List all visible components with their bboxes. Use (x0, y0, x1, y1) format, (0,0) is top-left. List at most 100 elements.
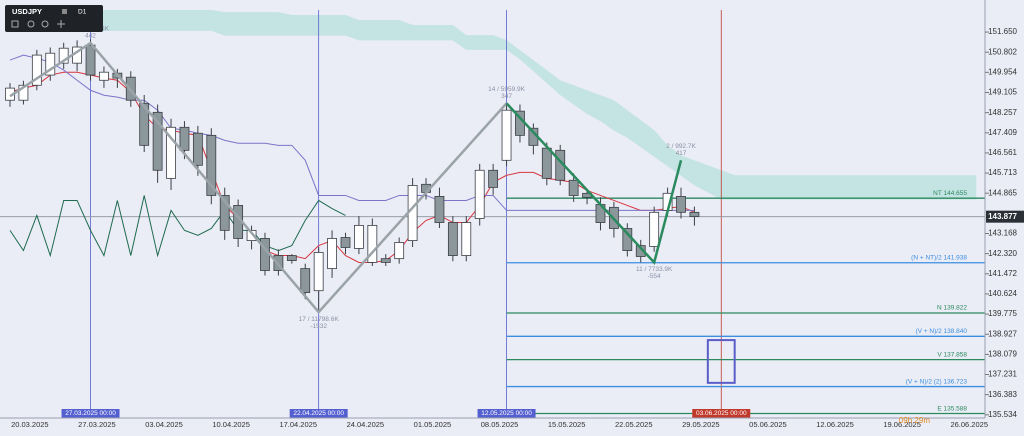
y-tick-label: 140.624 (988, 289, 1017, 298)
y-tick-label: 139.775 (988, 309, 1017, 318)
candle-body (340, 237, 351, 248)
x-tick-label: 17.04.2025 (279, 420, 317, 429)
move-icon[interactable] (57, 20, 65, 28)
candle-body (649, 211, 660, 247)
y-tick-label: 147.409 (988, 128, 1017, 137)
pivot-label: 2 / 992.7K (666, 143, 696, 150)
x-tick-label: 29.05.2025 (682, 420, 720, 429)
candle-body (45, 52, 56, 76)
pattern-line (9, 41, 508, 314)
y-tick-label: 149.105 (988, 88, 1017, 97)
marker-tag (61, 409, 120, 418)
x-tick-label: 08.05.2025 (481, 420, 519, 429)
toolbar: USDJPY D1 (5, 5, 103, 32)
marker-tag (477, 409, 536, 418)
level-label: N 139.822 (937, 305, 967, 312)
pivot-value: 417 (676, 150, 687, 157)
x-tick-label: 03.04.2025 (145, 420, 183, 429)
last-price-tag (986, 210, 1024, 223)
y-tick-label: 136.383 (988, 390, 1017, 399)
candle-body (676, 196, 686, 213)
symbol[interactable]: USDJPY (12, 7, 42, 16)
y-tick-label: 138.927 (988, 329, 1017, 338)
x-tick-label: 20.03.2025 (11, 420, 49, 429)
y-tick-label: 148.257 (988, 108, 1017, 117)
x-tick-label: 26.06.2025 (950, 420, 988, 429)
candle-body (488, 169, 499, 188)
last-price-label: 143.877 (988, 212, 1017, 221)
candle-body (568, 179, 579, 196)
pivot-value: -1532 (310, 323, 327, 330)
x-tick-label: 12.06.2025 (816, 420, 854, 429)
toolbar-panel (5, 5, 103, 32)
zoom-out-icon[interactable] (41, 20, 49, 28)
marker-tag (289, 409, 348, 418)
indicator-line (9, 71, 695, 263)
candle-body (501, 109, 512, 161)
y-tick-label: 144.865 (988, 188, 1017, 197)
pattern-line (505, 102, 683, 265)
marker-label: 03.06.2025 00:00 (696, 410, 747, 417)
candle-body (166, 126, 176, 179)
candle-body (85, 44, 96, 76)
y-tick-label: 142.320 (988, 249, 1017, 258)
timeframe[interactable]: D1 (78, 9, 87, 16)
candle-body (246, 229, 257, 241)
x-tick-label: 05.06.2025 (749, 420, 787, 429)
marker-tag (692, 409, 751, 418)
candle-body (354, 224, 364, 249)
pivot-value: -554 (648, 273, 661, 280)
candle-body (327, 238, 337, 270)
candle-body (99, 71, 109, 81)
y-tick-label: 138.079 (988, 349, 1017, 358)
level-label: E 135.588 (937, 405, 967, 412)
y-tick-label: 151.650 (988, 27, 1017, 36)
candle-body (434, 196, 445, 223)
y-tick-label: 145.713 (988, 168, 1017, 177)
marker-label: 12.05.2025 00:00 (481, 410, 532, 417)
candle-body (313, 252, 324, 292)
cloud (77, 9, 977, 200)
y-tick-label: 149.954 (988, 67, 1017, 76)
y-tick-label: 141.472 (988, 269, 1017, 278)
x-tick-label: 22.05.2025 (615, 420, 653, 429)
x-tick-label: 01.05.2025 (414, 420, 452, 429)
pivot-value: 347 (501, 93, 512, 100)
candle-body (31, 54, 42, 86)
candle-body (461, 222, 472, 256)
x-tick-label: 27.03.2025 (78, 420, 116, 429)
tool-icon[interactable] (11, 20, 19, 28)
candle-body (219, 195, 230, 231)
candle-body (474, 169, 485, 219)
pivot-label: 11 / 7733.9K (636, 266, 673, 273)
y-tick-label: 150.802 (988, 47, 1017, 56)
candle-body (58, 47, 69, 64)
candle-body (152, 111, 163, 171)
candle-body (394, 242, 405, 260)
zoom-in-icon[interactable] (27, 20, 35, 28)
y-tick-label: 146.561 (988, 148, 1017, 157)
candle-body (18, 84, 29, 101)
candle-body (300, 268, 311, 293)
marker-label: 22.04.2025 00:00 (293, 410, 344, 417)
settings-icon[interactable] (62, 9, 67, 14)
level-label: (V + N)/2 (2) 136.723 (906, 378, 968, 385)
bar-timer: 09h 29m (899, 416, 930, 425)
level-label: NT 144.655 (933, 190, 967, 197)
candle-body (192, 132, 203, 166)
x-tick-label: 19.06.2025 (883, 420, 921, 429)
candle-body (206, 134, 217, 196)
level-label: V 137.858 (937, 351, 967, 358)
candle-body (689, 211, 700, 217)
candle-body (367, 224, 378, 263)
indicator-line (9, 54, 695, 211)
candle-body (447, 222, 458, 256)
candle-body (286, 255, 297, 261)
y-tick-label: 143.168 (988, 229, 1017, 238)
x-tick-label: 15.05.2025 (548, 420, 586, 429)
y-tick-label: 135.534 (988, 410, 1017, 419)
candle-body (380, 258, 391, 263)
pivot-label: 17 / 11798.6K (299, 316, 340, 323)
pivot-value: 442 (85, 33, 96, 40)
